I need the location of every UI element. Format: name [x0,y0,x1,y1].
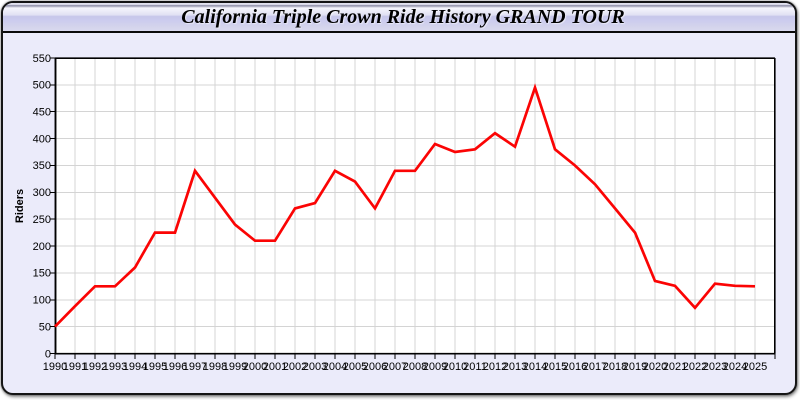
svg-text:2016: 2016 [563,361,587,373]
svg-text:1995: 1995 [143,361,167,373]
svg-text:1996: 1996 [163,361,187,373]
svg-text:2006: 2006 [363,361,387,373]
svg-text:2010: 2010 [443,361,467,373]
svg-text:200: 200 [33,241,51,253]
svg-text:550: 550 [33,53,51,65]
svg-text:2021: 2021 [663,361,687,373]
svg-text:500: 500 [33,80,51,92]
svg-text:2002: 2002 [283,361,307,373]
svg-text:1994: 1994 [123,361,147,373]
svg-text:2025: 2025 [743,361,767,373]
svg-text:450: 450 [33,107,51,119]
svg-text:2004: 2004 [323,361,347,373]
svg-text:2007: 2007 [383,361,407,373]
svg-text:1999: 1999 [223,361,247,373]
svg-text:2009: 2009 [423,361,447,373]
svg-text:1993: 1993 [103,361,127,373]
svg-text:1992: 1992 [83,361,107,373]
svg-text:2020: 2020 [643,361,667,373]
svg-text:2005: 2005 [343,361,367,373]
svg-text:1998: 1998 [203,361,227,373]
svg-text:400: 400 [33,133,51,145]
svg-text:2000: 2000 [243,361,267,373]
svg-text:250: 250 [33,214,51,226]
svg-text:2024: 2024 [723,361,747,373]
svg-text:2019: 2019 [623,361,647,373]
svg-text:2023: 2023 [703,361,727,373]
svg-text:2017: 2017 [583,361,607,373]
svg-text:50: 50 [39,321,51,333]
svg-text:2015: 2015 [543,361,567,373]
svg-text:1991: 1991 [63,361,87,373]
svg-text:100: 100 [33,295,51,307]
svg-text:2008: 2008 [403,361,427,373]
svg-text:2018: 2018 [603,361,627,373]
svg-text:1997: 1997 [183,361,207,373]
svg-text:2001: 2001 [263,361,287,373]
svg-text:Riders: Riders [14,189,26,223]
svg-text:2011: 2011 [463,361,487,373]
svg-text:0: 0 [45,348,51,360]
svg-text:2013: 2013 [503,361,527,373]
svg-text:1990: 1990 [43,361,67,373]
svg-text:350: 350 [33,160,51,172]
svg-text:2012: 2012 [483,361,507,373]
svg-text:2003: 2003 [303,361,327,373]
svg-text:150: 150 [33,268,51,280]
svg-text:2022: 2022 [683,361,707,373]
svg-text:300: 300 [33,187,51,199]
svg-text:2014: 2014 [523,361,547,373]
